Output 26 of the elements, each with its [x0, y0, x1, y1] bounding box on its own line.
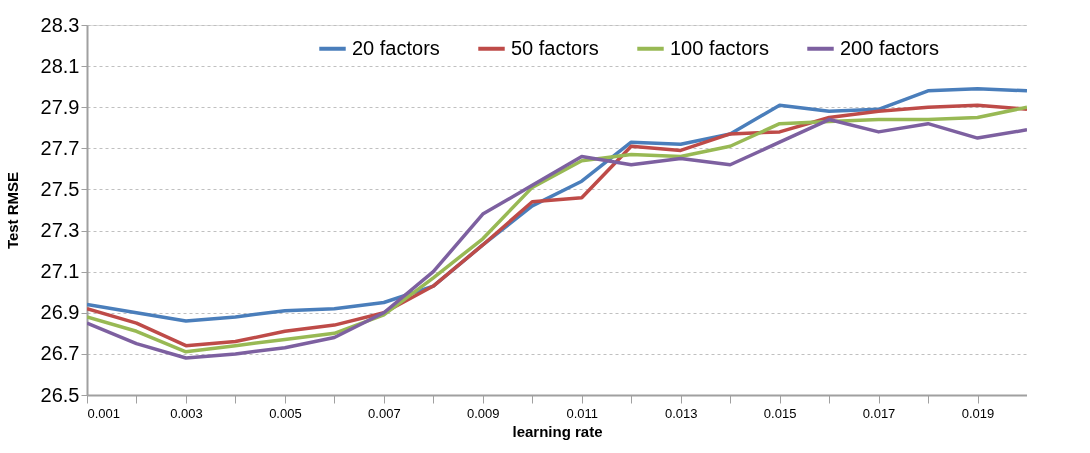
y-tick-label: 27.1	[40, 260, 80, 283]
legend-label: 20 factors	[352, 36, 440, 59]
x-axis-title: learning rate	[512, 422, 603, 440]
y-tick-label: 28.1	[40, 54, 80, 77]
x-tick-label: 0.011	[566, 405, 599, 421]
legend-label: 200 factors	[840, 36, 939, 59]
x-tick-label: 0.005	[269, 405, 302, 421]
x-tick-label: 0.003	[170, 405, 203, 421]
y-tick-label: 26.7	[40, 342, 80, 365]
y-axis-title: Test RMSE	[3, 171, 21, 250]
y-tick-label: 26.9	[40, 301, 80, 324]
x-tick-label: 0.013	[664, 405, 698, 421]
x-tick-label: 0.009	[467, 405, 500, 421]
y-tick-label: 26.5	[40, 383, 80, 406]
x-tick-label: 0.019	[961, 405, 995, 421]
x-tick-label: 0.017	[862, 405, 896, 421]
y-tick-label: 27.3	[40, 219, 80, 242]
y-tick-label: 28.3	[40, 13, 80, 36]
y-tick-label: 27.7	[40, 136, 80, 159]
legend-label: 100 factors	[670, 36, 769, 59]
legend-label: 50 factors	[511, 36, 599, 59]
x-tick-label: 0.007	[368, 405, 401, 421]
y-tick-label: 27.5	[40, 177, 80, 200]
x-tick-label: 0.015	[763, 405, 797, 421]
x-tick-label: 0.001	[87, 405, 121, 421]
y-tick-label: 27.9	[40, 95, 80, 118]
